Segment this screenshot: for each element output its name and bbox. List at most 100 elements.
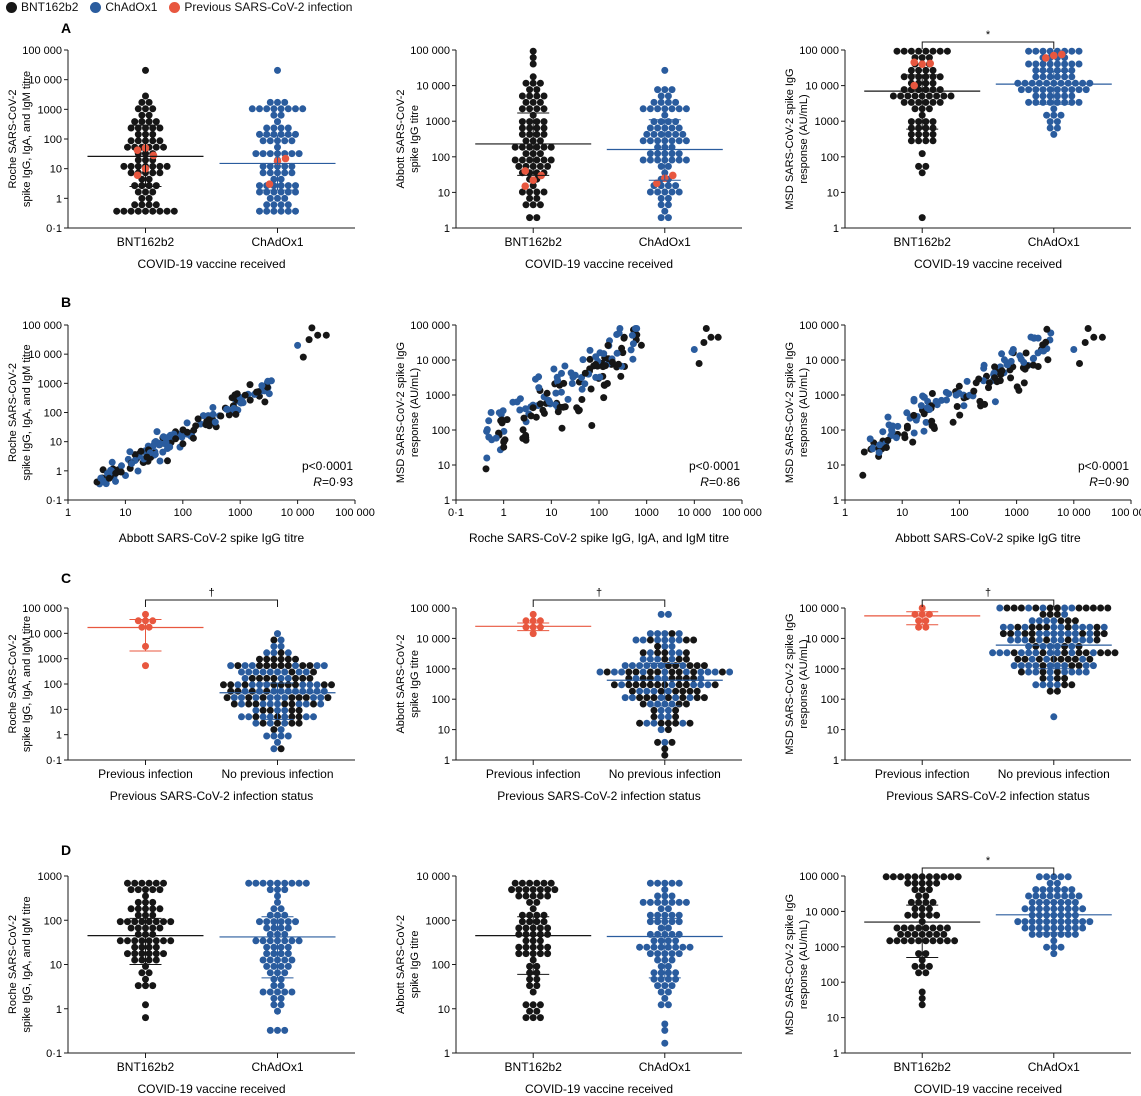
- data-point: [248, 105, 256, 113]
- data-point: [1064, 655, 1072, 663]
- significance-bracket: [921, 599, 1055, 607]
- data-point: [915, 969, 923, 977]
- data-point: [230, 700, 238, 708]
- data-point: [522, 405, 529, 413]
- data-point: [1068, 642, 1076, 650]
- data-point: [625, 681, 633, 689]
- x-tick-label: BNT162b2: [505, 1060, 563, 1074]
- data-point: [1053, 604, 1061, 612]
- data-point: [137, 447, 145, 455]
- data-point: [907, 937, 915, 945]
- data-point: [668, 892, 676, 900]
- data-point: [266, 911, 274, 919]
- x-tick-label: No previous infection: [998, 767, 1110, 781]
- data-point: [274, 1007, 281, 1015]
- data-point: [1061, 649, 1069, 657]
- data-point: [686, 694, 694, 702]
- data-point: [183, 428, 191, 436]
- data-point: [274, 630, 281, 638]
- data-point: [629, 340, 637, 348]
- data-point: [1035, 79, 1043, 87]
- data-point: [533, 118, 541, 126]
- data-point: [127, 886, 135, 894]
- data-point: [704, 668, 712, 676]
- significance-marker: †: [596, 587, 602, 599]
- data-point: [127, 924, 135, 932]
- data-point: [657, 962, 665, 970]
- data-point: [1053, 892, 1061, 900]
- data-point: [675, 668, 683, 676]
- data-point: [911, 879, 919, 887]
- data-point: [516, 395, 524, 403]
- data-point: [646, 655, 654, 663]
- data-point: [664, 98, 672, 106]
- data-point: [661, 1026, 669, 1034]
- y-tick-label: 10: [827, 187, 839, 199]
- data-point: [1032, 604, 1040, 612]
- data-point: [281, 694, 289, 702]
- data-point: [252, 879, 260, 887]
- data-point: [955, 382, 963, 390]
- data-point: [270, 175, 278, 183]
- data-point: [156, 457, 164, 465]
- data-point: [134, 137, 142, 145]
- data-point: [540, 124, 548, 132]
- x-axis-label: COVID-19 vaccine received: [914, 1082, 1062, 1096]
- data-point: [256, 130, 263, 138]
- data-point: [682, 105, 690, 113]
- data-point: [1089, 649, 1097, 657]
- data-point: [1053, 662, 1061, 670]
- data-point: [127, 162, 135, 170]
- data-point: [164, 457, 171, 465]
- x-tick-label: 100 000: [722, 507, 762, 519]
- correlation-number: =0·93: [322, 475, 353, 489]
- data-point: [557, 388, 565, 396]
- data-point: [643, 687, 651, 695]
- data-point: [904, 873, 912, 881]
- data-point: [654, 156, 662, 164]
- data-point: [592, 361, 600, 368]
- data-point: [152, 950, 160, 958]
- data-point: [131, 918, 139, 926]
- data-point: [925, 911, 933, 919]
- data-point: [951, 937, 959, 945]
- data-point: [270, 655, 278, 663]
- data-point: [911, 886, 919, 894]
- data-point: [1046, 118, 1054, 126]
- data-point: [263, 649, 271, 657]
- data-point: [1039, 86, 1047, 94]
- data-point: [918, 150, 926, 158]
- data-point: [949, 418, 957, 426]
- y-tick-label: 1: [56, 466, 62, 478]
- data-point: [526, 898, 534, 906]
- data-point: [917, 402, 925, 410]
- data-point: [682, 898, 690, 906]
- data-point: [882, 444, 890, 451]
- data-point: [664, 988, 672, 996]
- data-point: [907, 898, 915, 906]
- data-point: [536, 137, 544, 145]
- data-point: [664, 905, 672, 913]
- data-point: [1061, 73, 1069, 81]
- data-point: [907, 137, 915, 145]
- data-point: [1071, 930, 1079, 938]
- data-point: [127, 124, 135, 132]
- data-point: [515, 892, 523, 900]
- data-point: [270, 636, 278, 644]
- data-point: [960, 402, 968, 410]
- data-point: [664, 694, 672, 702]
- data-point: [672, 706, 680, 714]
- data-point: [1013, 383, 1021, 391]
- data-point: [1039, 60, 1047, 68]
- data-point: [266, 988, 274, 996]
- data-point: [1079, 636, 1087, 644]
- data-point: [227, 662, 235, 670]
- x-tick-label: 1000: [634, 507, 658, 519]
- data-point: [1061, 66, 1069, 74]
- data-point: [901, 431, 908, 439]
- y-tick-label: 100: [44, 679, 62, 691]
- data-point: [522, 1014, 530, 1022]
- data-point: [529, 886, 537, 894]
- data-point: [1039, 47, 1047, 55]
